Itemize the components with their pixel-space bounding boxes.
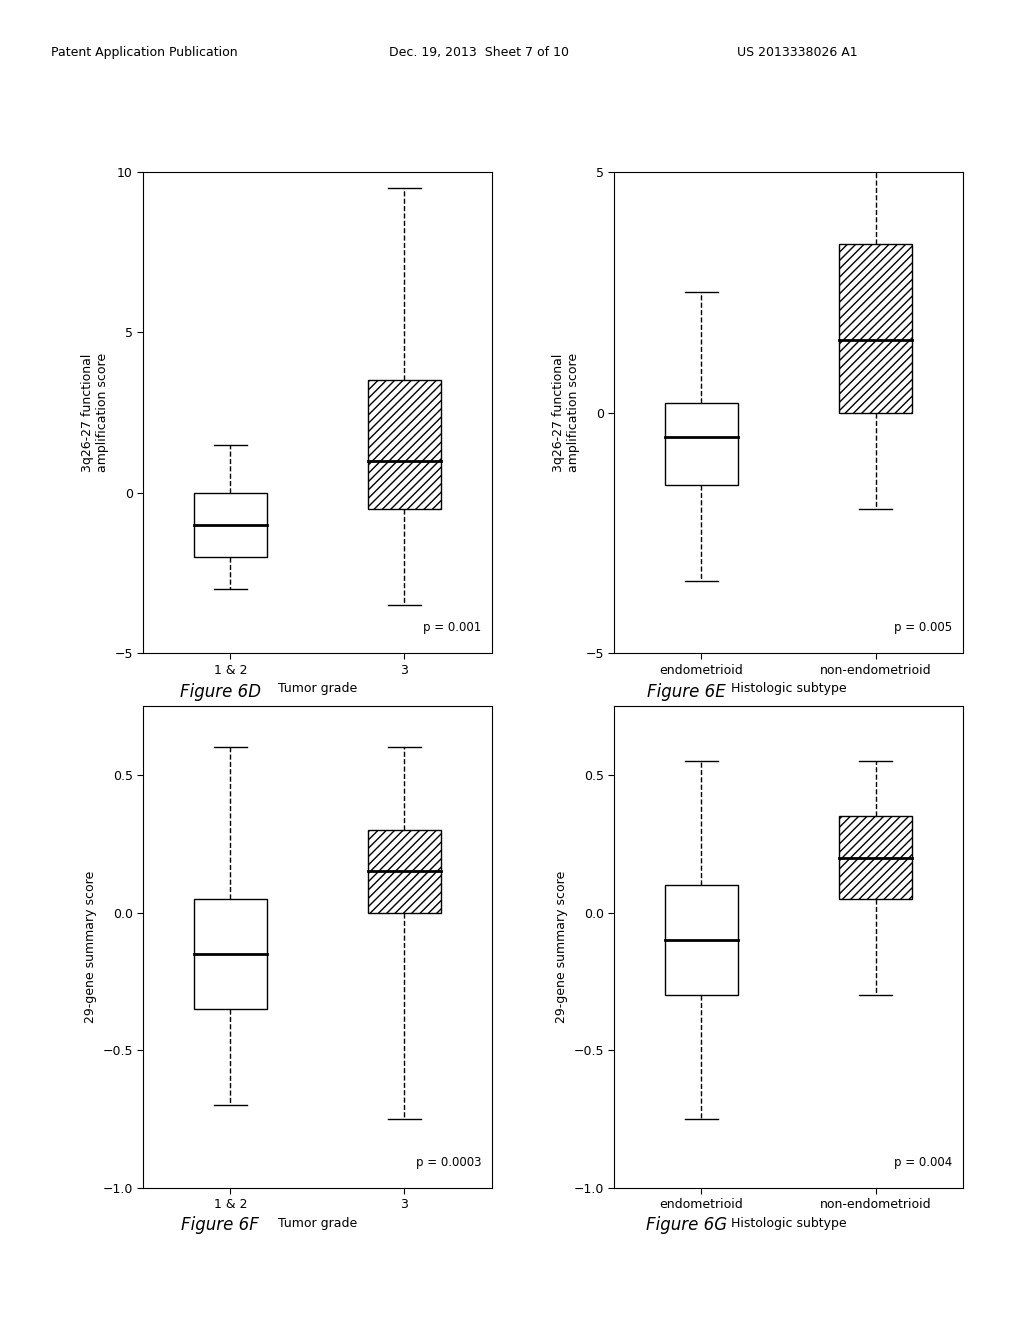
- Y-axis label: 29-gene summary score: 29-gene summary score: [555, 871, 568, 1023]
- Text: US 2013338026 A1: US 2013338026 A1: [737, 46, 858, 59]
- Bar: [194, 899, 267, 1008]
- Text: Patent Application Publication: Patent Application Publication: [51, 46, 238, 59]
- Text: Dec. 19, 2013  Sheet 7 of 10: Dec. 19, 2013 Sheet 7 of 10: [389, 46, 569, 59]
- Bar: [839, 244, 912, 412]
- Text: Figure 6G: Figure 6G: [645, 1216, 727, 1234]
- Bar: [368, 380, 441, 508]
- X-axis label: Histologic subtype: Histologic subtype: [731, 682, 846, 696]
- Text: p = 0.005: p = 0.005: [894, 622, 952, 634]
- Bar: [839, 816, 912, 899]
- Text: p = 0.001: p = 0.001: [423, 622, 481, 634]
- X-axis label: Tumor grade: Tumor grade: [278, 1217, 357, 1230]
- Y-axis label: 3q26-27 functional
amplification score: 3q26-27 functional amplification score: [81, 352, 109, 473]
- X-axis label: Histologic subtype: Histologic subtype: [731, 1217, 846, 1230]
- Y-axis label: 3q26-27 functional
amplification score: 3q26-27 functional amplification score: [552, 352, 580, 473]
- Text: Figure 6E: Figure 6E: [647, 682, 725, 701]
- X-axis label: Tumor grade: Tumor grade: [278, 682, 357, 696]
- Bar: [665, 403, 738, 484]
- Text: p = 0.004: p = 0.004: [894, 1156, 952, 1168]
- Y-axis label: 29-gene summary score: 29-gene summary score: [84, 871, 97, 1023]
- Text: Figure 6D: Figure 6D: [179, 682, 261, 701]
- Bar: [368, 830, 441, 912]
- Text: Figure 6F: Figure 6F: [181, 1216, 259, 1234]
- Bar: [194, 492, 267, 557]
- Bar: [665, 886, 738, 995]
- Text: p = 0.0003: p = 0.0003: [416, 1156, 481, 1168]
